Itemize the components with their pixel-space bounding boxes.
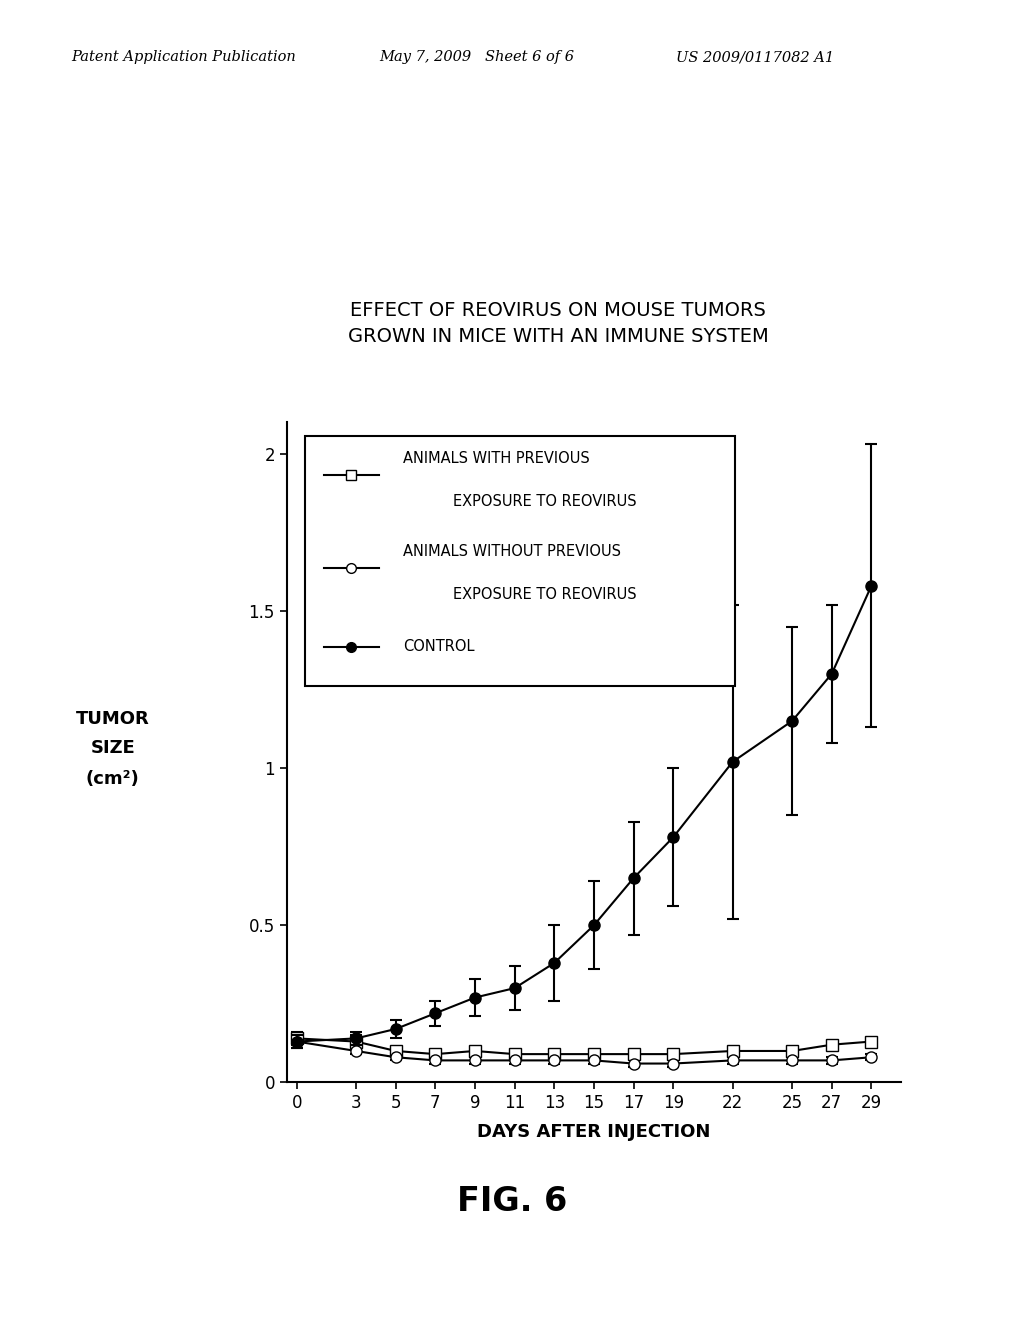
Text: Patent Application Publication: Patent Application Publication — [72, 50, 296, 65]
X-axis label: DAYS AFTER INJECTION: DAYS AFTER INJECTION — [477, 1123, 711, 1142]
Text: CONTROL: CONTROL — [403, 639, 475, 655]
Text: ANIMALS WITH PREVIOUS: ANIMALS WITH PREVIOUS — [403, 451, 590, 466]
Text: GROWN IN MICE WITH AN IMMUNE SYSTEM: GROWN IN MICE WITH AN IMMUNE SYSTEM — [348, 327, 768, 346]
Text: FIG. 6: FIG. 6 — [457, 1185, 567, 1217]
Text: EFFECT OF REOVIRUS ON MOUSE TUMORS: EFFECT OF REOVIRUS ON MOUSE TUMORS — [350, 301, 766, 319]
FancyBboxPatch shape — [305, 436, 735, 686]
Text: TUMOR: TUMOR — [76, 710, 150, 729]
Text: EXPOSURE TO REOVIRUS: EXPOSURE TO REOVIRUS — [453, 494, 636, 510]
Text: ANIMALS WITHOUT PREVIOUS: ANIMALS WITHOUT PREVIOUS — [403, 544, 622, 558]
Text: US 2009/0117082 A1: US 2009/0117082 A1 — [676, 50, 834, 65]
Text: May 7, 2009   Sheet 6 of 6: May 7, 2009 Sheet 6 of 6 — [379, 50, 573, 65]
Text: SIZE: SIZE — [90, 739, 135, 758]
Text: EXPOSURE TO REOVIRUS: EXPOSURE TO REOVIRUS — [453, 586, 636, 602]
Text: (cm²): (cm²) — [86, 770, 139, 788]
